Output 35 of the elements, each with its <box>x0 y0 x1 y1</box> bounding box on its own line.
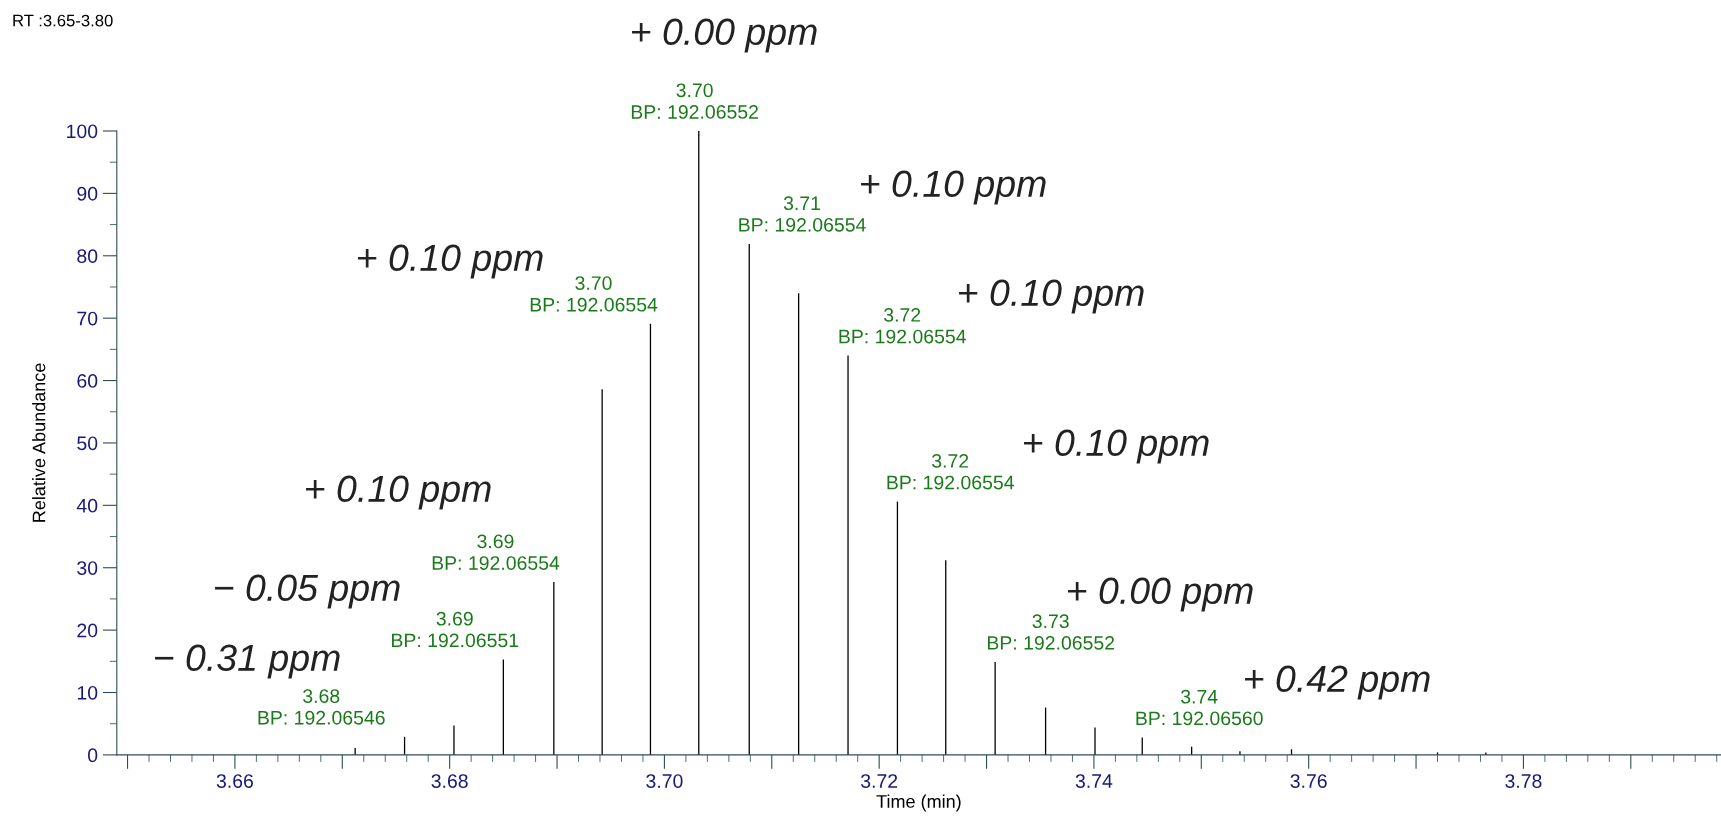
annotation: − 0.31 ppm <box>155 644 340 679</box>
annotation: 3.68 BP: 192.06546 <box>258 689 385 725</box>
x-tick-label: 3.66 <box>216 774 253 788</box>
annotation: 3.70 BP: 192.06552 <box>631 83 758 119</box>
annotation: 3.69 BP: 192.06551 <box>392 611 519 648</box>
y-tick-label: 10 <box>77 685 98 700</box>
text: + 0.00 ppm <box>632 18 817 53</box>
y-tick-label: 30 <box>77 561 98 575</box>
annotation: 3.69 BP: 192.06554 <box>432 534 560 570</box>
y-tick-label: 50 <box>77 436 98 451</box>
annotation: 3.73 BP: 192.06552 <box>987 614 1115 650</box>
annotation: + 0.10 ppm <box>306 475 491 510</box>
annotation: + 0.10 ppm <box>1024 429 1209 464</box>
y-tick-label: 100 <box>67 124 98 139</box>
y-tick-label: 20 <box>77 623 98 638</box>
annotation: 3.70 BP: 192.06554 <box>530 276 658 312</box>
y-tick-label: 70 <box>77 311 98 326</box>
chart-title: RT :3.65-3.80 <box>13 14 113 27</box>
x-axis-title: Time (min) <box>876 794 961 812</box>
y-tick-label: 90 <box>77 186 98 201</box>
y-tick-label: 40 <box>76 498 98 513</box>
x-tick-label: 3.78 <box>1505 774 1542 788</box>
x-tick-label: 3.68 <box>431 774 468 788</box>
annotation: − 0.05 ppm <box>215 574 400 609</box>
text: 3.70 <box>646 774 683 788</box>
annotation: 3.72 BP: 192.06554 <box>887 454 1014 490</box>
y-axis-title: Relative Abundance <box>32 363 46 522</box>
x-tick-label: 3.72 <box>860 774 898 788</box>
y-tick-label: 0 <box>88 748 98 763</box>
x-tick-label: 3.76 <box>1290 774 1327 788</box>
x-tick-label: 3.74 <box>1075 774 1113 788</box>
y-tick-label: 60 <box>77 374 98 388</box>
y-tick-label: 80 <box>77 249 98 264</box>
annotation: + 0.00 ppm <box>1068 577 1253 612</box>
annotation: + 0.10 ppm <box>358 244 543 279</box>
